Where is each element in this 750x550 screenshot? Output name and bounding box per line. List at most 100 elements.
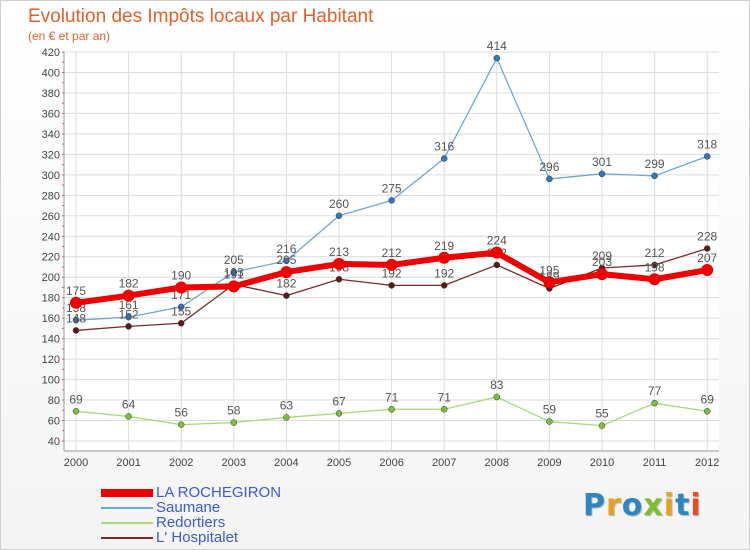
data-point [440,282,448,289]
y-tick-label: 180 [42,293,60,305]
x-tick-label: 2010 [590,457,614,469]
y-tick-label: 240 [42,231,60,243]
y-tick-label: 40 [48,436,60,448]
y-tick-label: 160 [42,313,60,325]
data-point [598,170,606,178]
data-label: 175 [66,284,86,298]
data-point [546,418,553,425]
data-point [230,268,238,276]
data-point [648,273,661,286]
x-tick-label: 2005 [327,457,351,469]
data-label: 59 [543,403,557,417]
x-tick-label: 2002 [169,457,193,469]
legend: LA ROCHEGIRON Saumane Redortiers L' Hospita… [101,484,361,546]
legend-item: Redortiers [101,514,361,531]
data-point [283,257,290,265]
data-label: 77 [648,384,662,398]
data-label: 171 [171,288,191,302]
legend-label: LA ROCHEGIRON [156,484,282,501]
x-tick-label: 2007 [432,457,456,469]
legend-item: Saumane [101,499,361,516]
legend-swatch [101,537,153,539]
data-point [388,282,395,289]
y-tick-label: 420 [42,47,60,59]
y-tick-label: 120 [42,354,60,366]
data-label: 182 [276,277,296,291]
data-label: 414 [487,39,507,53]
data-point [125,313,132,321]
data-point [227,280,240,293]
data-point [177,303,185,311]
data-label: 63 [280,398,294,412]
legend-item: L' Hospitalet [101,529,361,546]
data-label: 296 [539,160,559,174]
data-point [125,323,132,330]
data-label: 155 [171,304,191,318]
data-label: 148 [66,311,86,325]
data-point [280,266,293,279]
data-point [177,421,185,428]
y-tick-label: 100 [42,375,60,387]
data-point [703,408,711,415]
y-tick-label: 360 [42,108,60,120]
legend-swatch [101,522,153,524]
x-tick-label: 2011 [643,457,667,469]
data-label: 64 [122,397,136,411]
data-label: 195 [539,263,559,277]
legend-swatch [101,507,153,509]
legend-label: Redortiers [156,514,226,531]
x-tick-label: 2004 [274,457,298,469]
data-point [72,408,80,415]
data-point [703,153,711,160]
data-point [72,327,80,334]
x-tick-label: 2012 [695,457,719,469]
data-label: 67 [332,394,346,408]
data-label: 71 [385,390,399,404]
y-tick-label: 300 [42,170,60,182]
data-label: 299 [645,157,665,171]
data-label: 205 [276,253,296,267]
data-point [438,251,451,264]
data-label: 212 [645,246,665,260]
legend-item: LA ROCHEGIRON [101,484,361,501]
data-point [175,281,188,294]
data-label: 301 [592,155,612,169]
data-label: 198 [645,260,665,274]
data-point [651,261,658,269]
data-label: 207 [697,251,717,265]
data-label: 152 [119,307,139,321]
data-point [651,172,658,180]
proxiti-logo: Proxiti [583,488,702,523]
data-label: 69 [69,392,83,406]
y-tick-label: 60 [48,416,60,428]
data-point [335,212,343,220]
data-label: 209 [592,249,612,263]
data-point [283,292,290,299]
data-label: 219 [434,239,454,253]
chart-title: Evolution des Impôts locaux par Habitant [28,6,374,27]
data-point [701,264,714,277]
x-tick-label: 2001 [116,457,140,469]
data-point [493,393,501,401]
data-point [177,320,185,327]
data-label: 56 [175,406,189,420]
x-tick-label: 2006 [379,457,403,469]
data-label: 190 [171,268,191,282]
data-point [72,316,80,324]
data-label: 318 [697,137,717,151]
data-point [651,399,658,407]
x-tick-label: 2003 [222,457,246,469]
data-point [703,245,711,252]
data-point [598,422,606,429]
data-label: 224 [487,234,507,248]
data-point [493,54,501,62]
data-point [546,175,553,183]
data-point [388,197,395,204]
data-label: 161 [119,298,139,312]
data-point [335,410,343,417]
data-label: 275 [382,181,402,195]
x-tick-label: 2008 [485,457,509,469]
data-label: 182 [119,277,139,291]
data-label: 228 [697,230,717,244]
data-point [122,289,135,302]
